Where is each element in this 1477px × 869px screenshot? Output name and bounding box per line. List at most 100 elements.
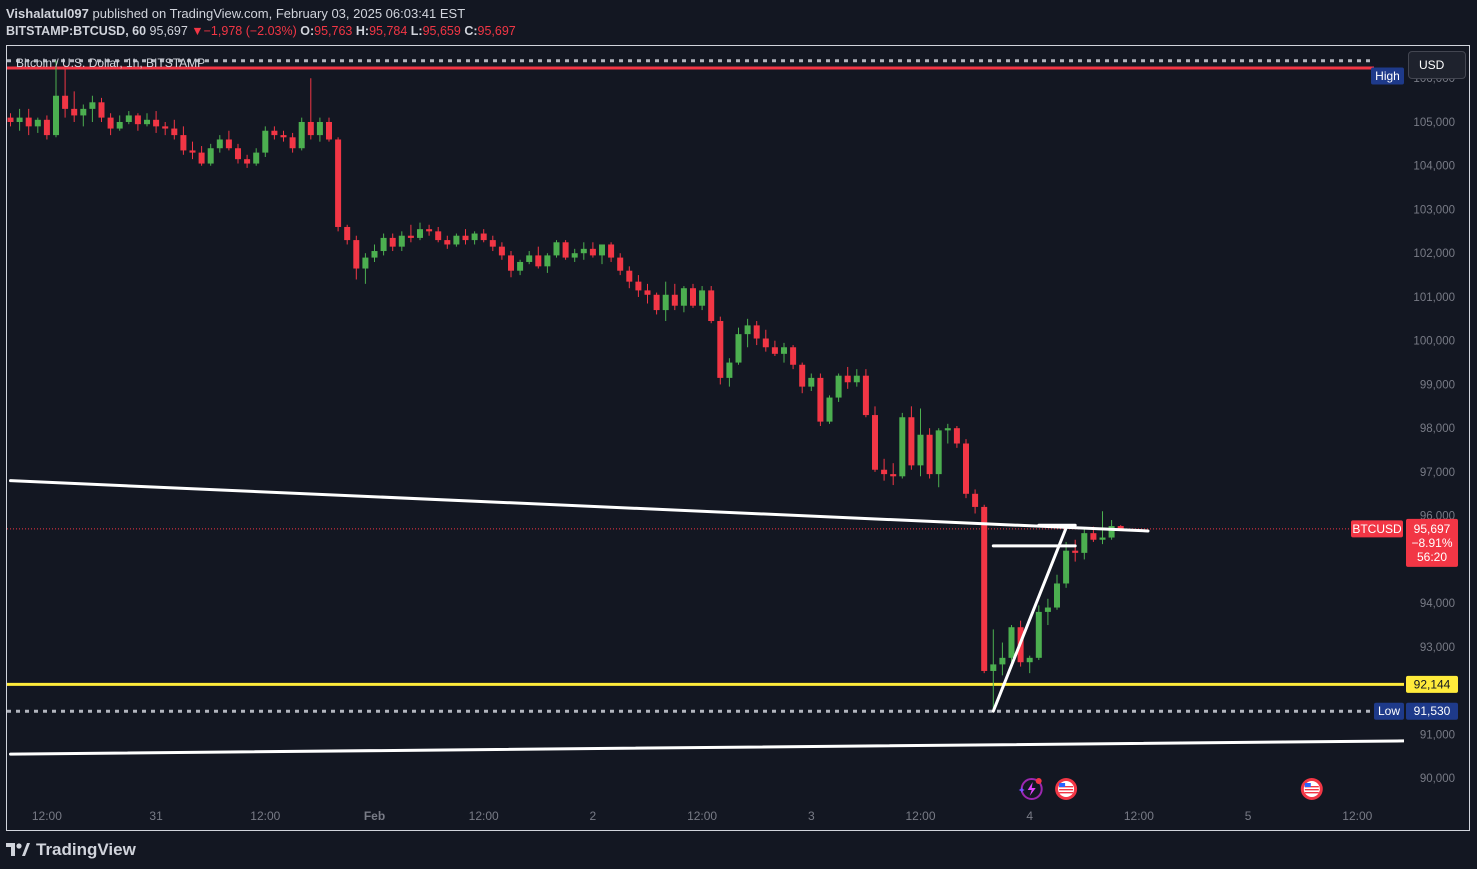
candle-body [407,235,414,238]
candle-body [653,294,660,311]
candle-body [25,117,32,127]
candle-body [680,288,687,306]
candle-body [953,428,960,444]
candle-body [844,375,851,383]
y-tick-label: 97,000 [1420,467,1455,479]
candle-body [180,135,187,151]
x-tick-label: 31 [149,809,163,823]
tradingview-brand: TradingView [36,840,136,859]
support-price-tag: 92,144 [1414,677,1451,691]
y-tick-label: 103,000 [1413,204,1455,216]
open-label: O: [300,24,315,38]
candle-body [935,430,942,475]
currency-button[interactable]: USD [1408,51,1466,79]
low-price-tag-bg [1406,702,1458,720]
candle-body [189,150,196,153]
candle-body [471,233,478,241]
candle-body [89,102,96,109]
x-tick-label: 5 [1245,809,1252,823]
candle-body [963,443,969,494]
low-label-bg [1374,702,1404,720]
x-tick-label: 12:00 [687,809,717,823]
candle-body [744,325,751,335]
candle-body [972,493,979,507]
candle-body [371,251,378,258]
candle-body [872,415,878,470]
candle-body [762,338,769,348]
candle-body [799,364,806,387]
candle-body [298,121,305,149]
y-tick-label: 94,000 [1420,598,1455,610]
candle-body [908,417,915,466]
price-change: ▼−1,978 (−2.03%) [191,24,297,38]
y-tick-label: 99,000 [1420,379,1455,391]
y-tick-label: 91,000 [1420,729,1455,741]
candle-body [508,255,514,271]
candle-body [853,375,860,383]
candle-body [890,474,897,477]
candle-body [1117,526,1124,529]
candle-body [1063,550,1070,584]
candle-body [453,235,460,245]
us-economic-event-icon[interactable] [1300,778,1323,800]
candle-body [981,506,988,671]
candle-body [216,139,223,149]
candle-body [444,240,451,245]
candle-body [7,117,14,122]
tradingview-icon [6,843,30,856]
candle-body [1044,607,1051,612]
trend-line [9,739,1404,756]
candle-body [790,347,797,365]
symbol-price-tag-bg [1351,520,1403,538]
lightning-event-icon[interactable] [1018,778,1043,800]
y-tick-label: 93,000 [1420,642,1455,654]
x-tick-label: 3 [808,809,815,823]
x-tick-label: 2 [590,809,597,823]
high-label: High [1375,69,1400,83]
candle-body [1026,657,1033,663]
candle-body [671,294,678,306]
candle-body [753,325,760,339]
candle-body [62,95,69,109]
candle-body [544,255,551,267]
candle-body [899,417,906,477]
candle-body [207,148,214,164]
candle-body [1008,627,1015,658]
last-price-change: −8.91% [1411,536,1452,550]
candle-body [326,121,332,140]
publish-info: Vishalatul097 published on TradingView.c… [6,6,465,21]
candle-body [708,290,715,322]
tradingview-logo[interactable]: TradingView [6,840,136,860]
candle-body [535,255,542,267]
symbol-price-tag: BTCUSD [1352,522,1402,536]
x-tick-label: 12:00 [1342,809,1372,823]
high-label: H: [355,24,370,38]
candle-body [1108,526,1115,538]
published-text: published on TradingView.com, February 0… [92,6,466,21]
y-tick-label: 98,000 [1420,423,1455,435]
candle-body [153,119,160,127]
us-economic-event-icon[interactable] [1055,778,1078,800]
candle-body [98,102,105,118]
candle-body [735,334,742,363]
candle-body [335,139,342,227]
x-tick-label: 12:00 [250,809,280,823]
candle-body [262,130,269,153]
candle-body [1099,537,1106,540]
candle-body [990,664,997,671]
candle-body [144,119,150,125]
x-tick-label: 12:00 [32,809,62,823]
candle-body [280,135,287,138]
author-name[interactable]: Vishalatul097 [6,6,89,21]
last-price: 95,697 [149,24,188,38]
candle-body [171,128,178,136]
candle-body [16,117,23,122]
y-tick-label: 101,000 [1413,292,1455,304]
candle-body [726,362,733,378]
candle-body [253,152,260,164]
y-tick-label: 102,000 [1413,248,1455,260]
candle-body [125,115,132,122]
candle-body [134,115,141,125]
candle-body [771,347,778,354]
